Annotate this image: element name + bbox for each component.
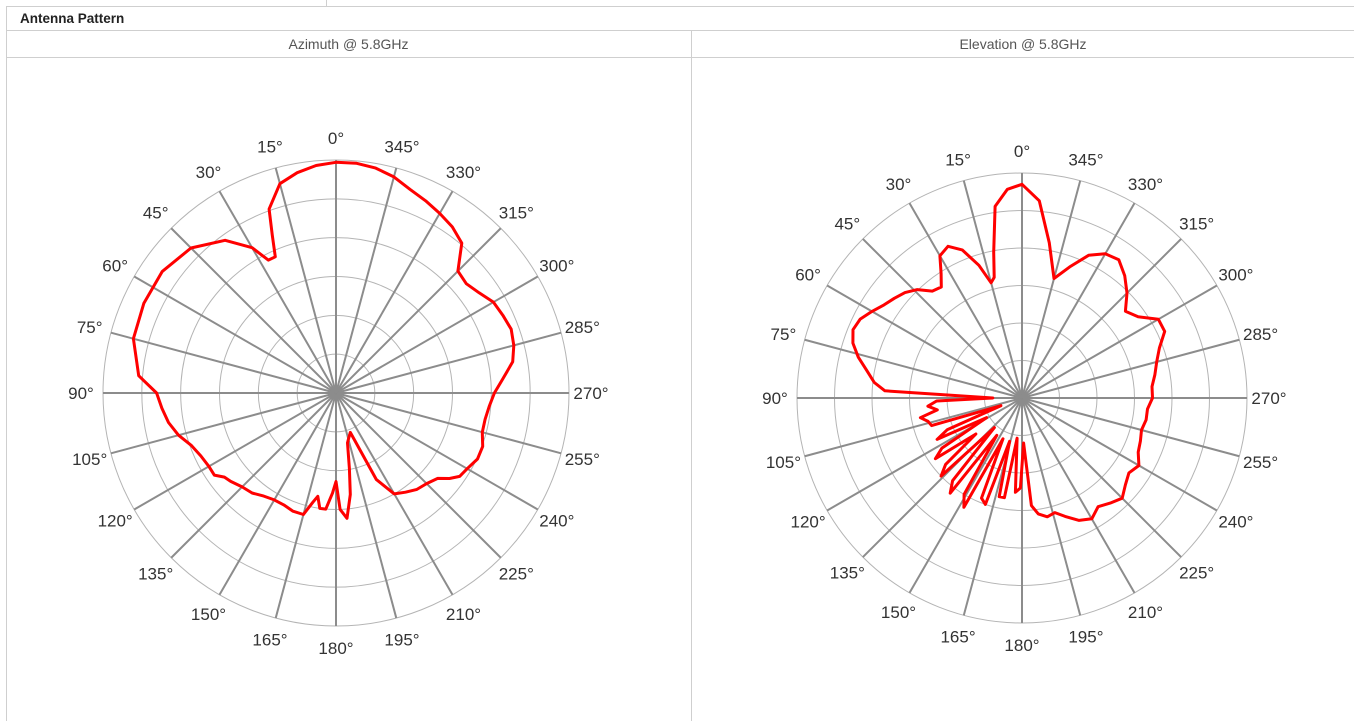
azimuth-angle-label-315: 315° <box>499 204 534 223</box>
azimuth-spoke-60 <box>133 275 337 394</box>
azimuth-angle-label-165: 165° <box>252 630 287 649</box>
azimuth-spoke-165 <box>274 392 337 619</box>
section-title: Antenna Pattern <box>20 11 125 26</box>
azimuth-angle-label-240: 240° <box>539 512 574 531</box>
azimuth-angle-label-345: 345° <box>384 138 419 157</box>
azimuth-angle-label-330: 330° <box>446 163 481 182</box>
azimuth-angle-label-285: 285° <box>565 318 600 337</box>
azimuth-column-title: Azimuth @ 5.8GHz <box>288 36 409 52</box>
azimuth-spoke-285 <box>335 331 562 394</box>
azimuth-angle-label-15: 15° <box>257 138 283 157</box>
azimuth-pattern-series-0 <box>131 160 516 520</box>
azimuth-angle-label-90: 90° <box>68 384 94 403</box>
azimuth-angle-label-225: 225° <box>499 564 534 583</box>
azimuth-angle-label-120: 120° <box>98 512 133 531</box>
azimuth-spoke-150 <box>218 392 337 596</box>
azimuth-spoke-195 <box>335 392 398 619</box>
azimuth-spoke-225 <box>335 392 502 559</box>
azimuth-spoke-240 <box>335 392 539 511</box>
azimuth-angle-label-0: 0° <box>328 129 344 148</box>
column-divider <box>691 31 692 721</box>
azimuth-angle-label-150: 150° <box>191 605 226 624</box>
table-left-border <box>6 6 7 721</box>
azimuth-angle-label-180: 180° <box>318 639 353 658</box>
azimuth-spoke-315 <box>335 227 502 394</box>
azimuth-angle-label-270: 270° <box>573 384 608 403</box>
azimuth-spoke-255 <box>335 392 562 455</box>
azimuth-spoke-15 <box>274 167 337 394</box>
azimuth-angle-label-300: 300° <box>539 257 574 276</box>
elevation-column-title: Elevation @ 5.8GHz <box>959 36 1087 52</box>
column-header-row: Azimuth @ 5.8GHz Elevation @ 5.8GHz <box>6 31 1354 58</box>
azimuth-angle-label-255: 255° <box>565 450 600 469</box>
azimuth-angle-label-135: 135° <box>138 564 173 583</box>
azimuth-angle-label-30: 30° <box>196 163 222 182</box>
top-stub-cell <box>6 0 327 6</box>
azimuth-spoke-300 <box>335 275 539 394</box>
azimuth-spoke-105 <box>110 392 337 455</box>
azimuth-spoke-330 <box>335 190 454 394</box>
azimuth-angle-label-195: 195° <box>384 630 419 649</box>
azimuth-spoke-135 <box>170 392 337 559</box>
azimuth-angle-label-210: 210° <box>446 605 481 624</box>
azimuth-angle-label-105: 105° <box>72 450 107 469</box>
section-header-row: Antenna Pattern <box>6 6 1354 31</box>
azimuth-angle-label-60: 60° <box>102 257 128 276</box>
azimuth-spoke-345 <box>335 167 398 394</box>
azimuth-spoke-75 <box>110 331 337 394</box>
azimuth-spoke-120 <box>133 392 337 511</box>
azimuth-angle-label-45: 45° <box>143 204 169 223</box>
azimuth-angle-label-75: 75° <box>77 318 103 337</box>
azimuth-spoke-30 <box>218 190 337 394</box>
antenna-pattern-table: Antenna Pattern Azimuth @ 5.8GHz Elevati… <box>6 0 1354 721</box>
azimuth-spoke-45 <box>170 227 337 394</box>
